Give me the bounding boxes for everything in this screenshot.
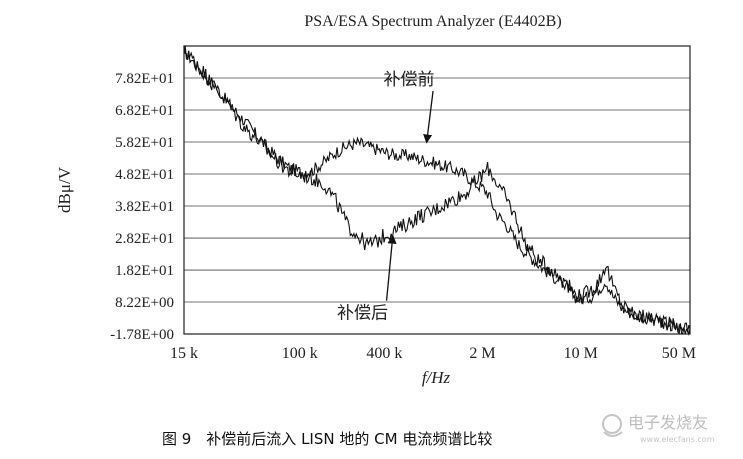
x-tick-label: 10 M xyxy=(564,345,598,362)
y-tick-label: 1.82E+01 xyxy=(115,263,174,279)
y-tick-label: -1.78E+00 xyxy=(110,327,174,343)
watermark-text: 电子发烧友 xyxy=(628,413,708,432)
y-tick-label: 2.82E+01 xyxy=(115,231,174,247)
y-tick-label: 8.22E+00 xyxy=(115,295,174,311)
series-line-before xyxy=(184,45,691,337)
figure-caption: 图 9 补偿前后流入 LISN 地的 CM 电流频谱比较 xyxy=(162,430,493,448)
y-tick-label: 3.82E+01 xyxy=(115,199,174,215)
y-axis-label: dBμ/V xyxy=(55,166,74,213)
annotation-arrow xyxy=(385,234,397,301)
x-tick-label: 50 M xyxy=(662,345,696,362)
x-tick-labels: 15 k 100 k 400 k 2 M 10 M 50 M xyxy=(170,345,696,362)
annotation-arrow xyxy=(423,90,434,144)
x-tick-label: 15 k xyxy=(170,345,198,362)
y-tick-label: 6.82E+01 xyxy=(115,103,174,119)
chart-title: PSA/ESA Spectrum Analyzer (E4402B) xyxy=(304,13,561,30)
watermark-url: www.elecfans.com xyxy=(640,435,715,444)
y-tick-label: 5.82E+01 xyxy=(115,135,174,151)
x-tick-label: 2 M xyxy=(469,345,495,362)
annotation-label: 补偿前 xyxy=(384,70,435,89)
x-axis-label: f/Hz xyxy=(422,368,451,387)
y-tick-labels: 7.82E+01 6.82E+01 5.82E+01 4.82E+01 3.82E+01… xyxy=(110,71,174,343)
logo-arc-icon xyxy=(603,431,623,437)
x-tick-label: 400 k xyxy=(366,345,402,362)
series-line-after xyxy=(183,45,691,335)
series-layer xyxy=(183,45,691,337)
plot-frame xyxy=(183,45,691,335)
annotation-label: 补偿后 xyxy=(337,304,388,323)
watermark-logo: 电子发烧友 www.elecfans.com xyxy=(602,413,715,444)
x-tick-label: 100 k xyxy=(282,345,318,362)
y-tick-label: 7.82E+01 xyxy=(115,71,174,87)
y-tick-label: 4.82E+01 xyxy=(115,167,174,183)
logo-circle-icon xyxy=(602,414,622,434)
